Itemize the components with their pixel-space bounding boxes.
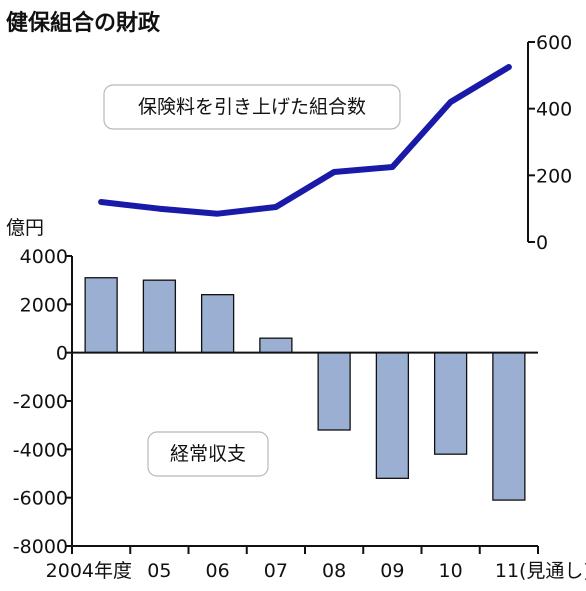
bar [200,294,235,354]
line-y-tick-label: 0 [536,232,548,254]
x-tick-label: 06 [206,560,230,582]
bar-y-tick-label: -2000 [13,391,68,413]
x-tick-label: 08 [322,560,346,582]
bar-y-tick-label: -4000 [13,439,68,461]
x-tick-label: 09 [380,560,404,582]
bar-y-tick-label: -8000 [13,536,68,558]
x-tick-label: 05 [147,560,171,582]
line-y-tick-label: 400 [536,99,572,121]
bar-series-callout: 経常収支 [147,431,269,477]
bar [84,277,118,354]
bar [375,352,410,479]
line-point [450,101,452,103]
x-tick-label: 11 [495,560,519,582]
bar-y-tick-label: 0 [56,343,68,365]
line-point [217,213,219,215]
bar-y-tick-label: 4000 [20,246,68,268]
bar-callout-box [147,431,269,477]
line-series [98,64,512,217]
line-point [508,66,510,68]
line-series-callout: 保険料を引き上げた組合数 [103,84,401,130]
line-series-label: 保険料を引き上げた組合数 [138,96,366,118]
bar-series-label: 経常収支 [170,443,246,465]
bar [433,352,468,455]
bar-series [72,277,538,501]
bar [492,352,526,501]
line-point [333,171,335,173]
line-point [275,206,277,208]
bar-y-axis: 4000 2000 0 -2000 -4000 -6000 -8000 [13,246,73,558]
line-callout-box [103,84,401,130]
bar-y-tick-label: -6000 [13,488,68,510]
chart-title: 健保組合の財政 [6,10,161,36]
x-tick-label: 07 [264,560,288,582]
x-axis: 2004年度 05 06 07 08 09 10 11 (見通し) [46,545,586,582]
bar [317,352,351,431]
line-point [158,208,160,210]
x-tick-label: 10 [439,560,463,582]
bar-y-tick-label: 2000 [20,294,68,316]
line-y-axis: 600 400 200 0 [527,32,572,254]
x-tick-label: 2004年度 [46,560,132,582]
line-point [391,166,393,168]
bar [259,337,293,354]
line-y-tick-label: 200 [536,165,572,187]
bar-unit-label: 億円 [6,217,44,239]
line-y-tick-label: 600 [536,32,572,54]
bar [142,279,177,354]
line-path [98,64,512,217]
x-suffix-label: (見通し) [519,560,586,582]
line-point [100,201,102,203]
